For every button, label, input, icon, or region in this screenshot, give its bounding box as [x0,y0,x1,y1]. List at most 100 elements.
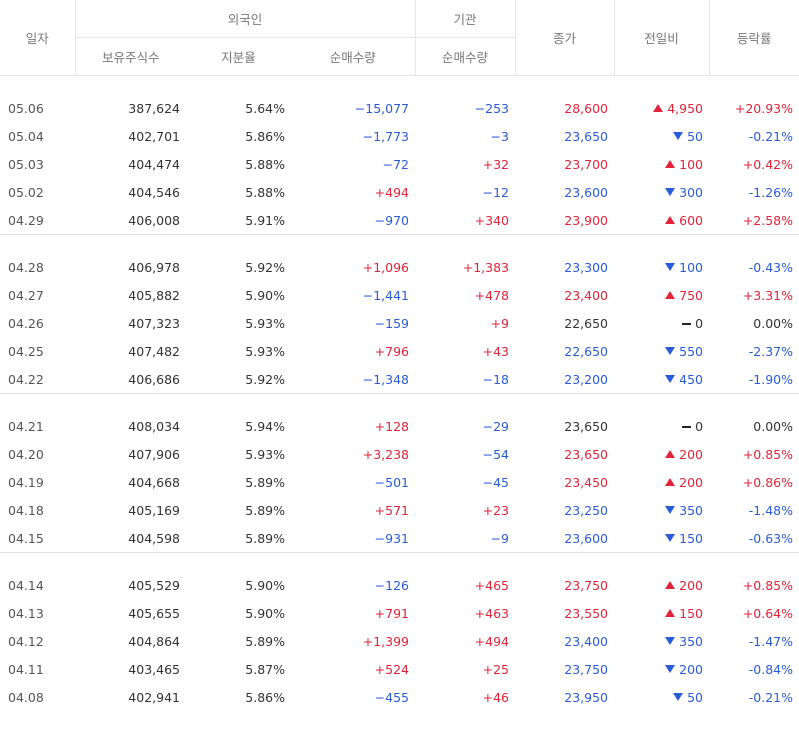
cell-change: 0 [614,394,709,441]
cell-holdings: 405,169 [128,502,180,518]
triangle-down-icon [665,187,676,196]
cell-holdings: 406,008 [75,206,186,235]
cell-foreign-net: −455 [374,689,410,705]
cell-institution-net: +9 [490,315,510,331]
cell-date: 04.11 [8,661,44,677]
cell-close: 23,200 [515,365,615,394]
table-row: 04.15 404,598 5.89% −931 −9 23,600 150 -0.63% [0,524,799,553]
cell-rate: +0.85% [742,577,794,593]
cell-close: 23,600 [564,184,609,200]
cell-change: 600 [614,206,710,235]
cell-institution-net: +465 [474,577,510,593]
cell-institution-net: −9 [415,524,516,553]
cell-close: 23,750 [564,577,609,593]
change-value: 200 [679,446,704,462]
cell-institution-net: +494 [474,633,510,649]
cell-foreign-net: +128 [374,418,410,434]
cell-foreign-net: +796 [374,343,410,359]
cell-ratio: 5.90% [245,577,285,593]
triangle-down-icon [665,262,676,271]
cell-ratio: 5.93% [245,315,285,331]
cell-institution-net: −54 [482,446,510,462]
table-row: 04.18 405,169 5.89% +571 +23 23,250 350 -1.48% [0,496,799,524]
cell-change: 150 [614,599,709,627]
cell-date: 05.03 [8,156,44,172]
cell-change: 750 [614,281,709,309]
cell-institution-net: −3 [490,128,510,144]
cell-close: 23,450 [564,474,609,490]
cell-rate: -1.26% [748,184,794,200]
cell-date: 04.27 [8,287,44,303]
cell-holdings: 405,529 [128,577,180,593]
triangle-up-icon [665,159,676,168]
cell-change: 200 [614,553,709,600]
cell-ratio: 5.89% [245,502,285,518]
cell-change: 0 [614,309,709,337]
triangle-down-icon [665,505,676,514]
table-row: 04.28 406,978 5.92% +1,096 +1,383 23,300 100 -0… [0,235,799,282]
cell-change: 550 [614,337,709,365]
cell-holdings: 403,465 [128,661,180,677]
cell-foreign-net: +791 [374,605,410,621]
table-body: 05.06 387,624 5.64% −15,077 −253 28,600 4,950 +… [0,76,799,712]
change-value: 50 [687,128,704,144]
table-row: 04.29 406,008 5.91% −970 +340 23,900 600 +2.58% [0,206,799,235]
cell-rate: -1.90% [709,365,799,394]
cell-close: 23,650 [564,128,609,144]
cell-close: 23,400 [564,287,609,303]
change-value: 350 [679,633,704,649]
header-institution: 기관 [414,0,516,38]
cell-ratio: 5.89% [186,524,291,553]
table-row: 05.02 404,546 5.88% +494 −12 23,600 300 -1.26% [0,178,799,206]
change-value: 200 [679,577,704,593]
cell-rate: -1.47% [748,633,794,649]
triangle-down-icon [665,374,676,383]
cell-ratio: 5.90% [245,605,285,621]
cell-rate: +0.42% [742,156,794,172]
cell-foreign-net: −72 [382,156,410,172]
cell-date: 04.12 [8,633,44,649]
cell-holdings: 405,882 [128,287,180,303]
cell-change: 300 [614,178,709,206]
triangle-down-icon [665,533,676,542]
cell-change: 150 [614,524,710,553]
change-value: 350 [679,502,704,518]
cell-close: 23,950 [564,689,609,705]
change-value: 600 [679,212,704,228]
cell-foreign-net: −1,441 [362,287,410,303]
change-value: 200 [679,474,704,490]
cell-close: 23,400 [564,633,609,649]
cell-date: 05.06 [8,100,44,116]
cell-date: 04.08 [8,689,44,705]
cell-ratio: 5.92% [186,365,291,394]
cell-foreign-net: −931 [291,524,416,553]
cell-institution-net: −18 [415,365,516,394]
triangle-up-icon [665,477,676,486]
cell-foreign-net: −126 [374,577,410,593]
cell-holdings: 402,701 [128,128,180,144]
triangle-up-icon [653,103,664,112]
cell-holdings: 408,034 [128,418,180,434]
triangle-up-icon [665,290,676,299]
cell-rate: +0.86% [742,474,794,490]
cell-close: 22,650 [564,343,609,359]
cell-rate: 0.00% [753,418,794,434]
cell-date: 04.19 [8,474,44,490]
cell-holdings: 405,655 [128,605,180,621]
cell-date: 05.02 [8,184,44,200]
cell-date: 04.18 [8,502,44,518]
cell-change: 200 [614,468,709,496]
cell-institution-net: +25 [482,661,510,677]
change-value: 150 [679,530,704,546]
cell-ratio: 5.64% [245,100,285,116]
header-ratio: 지분율 [186,37,291,76]
cell-institution-net: +1,383 [462,259,510,275]
cell-institution-net: +43 [482,343,510,359]
cell-ratio: 5.88% [245,156,285,172]
header-foreign: 외국인 [74,0,416,38]
cell-foreign-net: +571 [374,502,410,518]
cell-institution-net: −253 [474,100,510,116]
triangle-down-icon [673,692,684,701]
table-row: 04.14 405,529 5.90% −126 +465 23,750 200 +0.85% [0,553,799,600]
cell-institution-net: +46 [482,689,510,705]
